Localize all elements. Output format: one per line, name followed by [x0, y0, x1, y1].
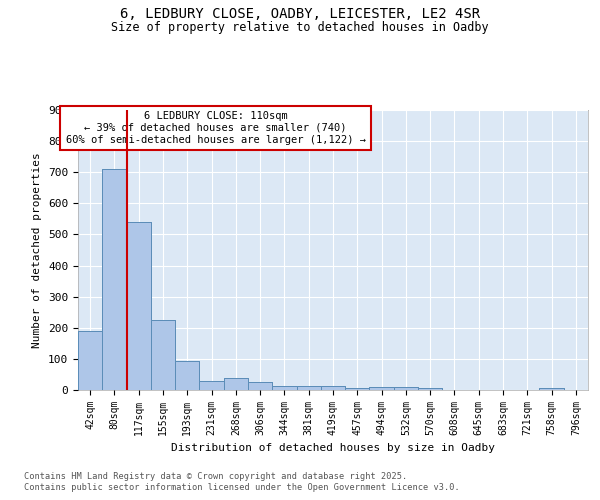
Bar	[102, 169, 127, 390]
Bar	[296, 386, 321, 390]
Bar	[272, 386, 296, 390]
Bar	[151, 320, 175, 390]
Bar	[321, 386, 345, 390]
Bar	[175, 362, 199, 390]
Bar	[539, 388, 564, 390]
Bar	[224, 378, 248, 390]
Text: Contains public sector information licensed under the Open Government Licence v3: Contains public sector information licen…	[24, 484, 460, 492]
Bar	[127, 222, 151, 390]
Bar	[321, 386, 345, 390]
Bar	[151, 320, 175, 390]
Bar	[248, 382, 272, 390]
Text: Size of property relative to detached houses in Oadby: Size of property relative to detached ho…	[111, 21, 489, 34]
Bar	[370, 387, 394, 390]
Bar	[199, 382, 224, 390]
Bar	[102, 169, 127, 390]
Bar	[345, 388, 370, 390]
Bar	[418, 388, 442, 390]
Bar	[394, 387, 418, 390]
Bar	[418, 388, 442, 390]
Bar	[224, 378, 248, 390]
Bar	[539, 388, 564, 390]
Text: Contains HM Land Registry data © Crown copyright and database right 2025.: Contains HM Land Registry data © Crown c…	[24, 472, 407, 481]
Y-axis label: Number of detached properties: Number of detached properties	[32, 152, 43, 348]
X-axis label: Distribution of detached houses by size in Oadby: Distribution of detached houses by size …	[171, 444, 495, 454]
Bar	[199, 382, 224, 390]
Bar	[394, 387, 418, 390]
Bar	[78, 331, 102, 390]
Bar	[345, 388, 370, 390]
Text: 6 LEDBURY CLOSE: 110sqm
← 39% of detached houses are smaller (740)
60% of semi-d: 6 LEDBURY CLOSE: 110sqm ← 39% of detache…	[66, 112, 366, 144]
Bar	[248, 382, 272, 390]
Bar	[127, 222, 151, 390]
Bar	[272, 386, 296, 390]
Text: 6, LEDBURY CLOSE, OADBY, LEICESTER, LE2 4SR: 6, LEDBURY CLOSE, OADBY, LEICESTER, LE2 …	[120, 8, 480, 22]
Bar	[78, 331, 102, 390]
Bar	[370, 387, 394, 390]
Bar	[296, 386, 321, 390]
Bar	[175, 362, 199, 390]
